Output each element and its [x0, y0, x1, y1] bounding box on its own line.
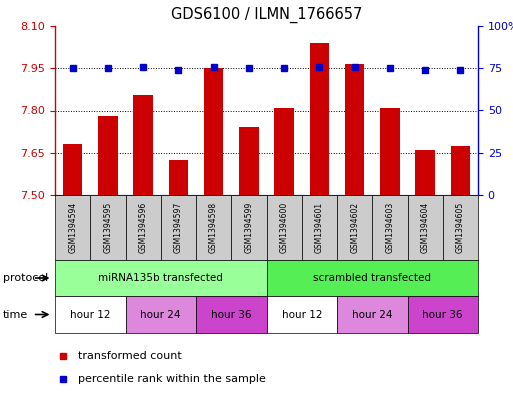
Text: transformed count: transformed count: [78, 351, 182, 361]
Bar: [55, 195, 90, 260]
Text: GSM1394605: GSM1394605: [456, 202, 465, 253]
Bar: [126, 296, 196, 333]
Bar: [169, 160, 188, 195]
Text: GSM1394602: GSM1394602: [350, 202, 359, 253]
Text: percentile rank within the sample: percentile rank within the sample: [78, 374, 266, 384]
Text: GSM1394599: GSM1394599: [244, 202, 253, 253]
Text: GSM1394601: GSM1394601: [315, 202, 324, 253]
Bar: [451, 146, 470, 195]
Title: GDS6100 / ILMN_1766657: GDS6100 / ILMN_1766657: [171, 7, 362, 23]
Bar: [55, 296, 126, 333]
Text: miRNA135b transfected: miRNA135b transfected: [98, 273, 223, 283]
Bar: [416, 150, 435, 195]
Text: hour 24: hour 24: [141, 310, 181, 320]
Text: hour 12: hour 12: [70, 310, 110, 320]
Bar: [239, 127, 259, 195]
Text: protocol: protocol: [3, 273, 48, 283]
Text: GSM1394603: GSM1394603: [385, 202, 394, 253]
Text: scrambled transfected: scrambled transfected: [313, 273, 431, 283]
Text: GSM1394597: GSM1394597: [174, 202, 183, 253]
Bar: [372, 195, 407, 260]
Bar: [196, 296, 266, 333]
Bar: [90, 195, 126, 260]
Bar: [337, 195, 372, 260]
Bar: [231, 195, 266, 260]
Bar: [98, 116, 117, 195]
Bar: [380, 108, 400, 195]
Bar: [196, 195, 231, 260]
Bar: [204, 68, 223, 195]
Bar: [337, 296, 407, 333]
Bar: [274, 108, 294, 195]
Bar: [161, 195, 196, 260]
Bar: [133, 95, 153, 195]
Bar: [302, 195, 337, 260]
Bar: [443, 195, 478, 260]
Bar: [345, 64, 364, 195]
Text: GSM1394598: GSM1394598: [209, 202, 218, 253]
Text: time: time: [3, 310, 28, 320]
Text: GSM1394594: GSM1394594: [68, 202, 77, 253]
Bar: [407, 296, 478, 333]
Bar: [63, 144, 82, 195]
Bar: [266, 296, 337, 333]
Bar: [310, 43, 329, 195]
Bar: [407, 195, 443, 260]
Text: hour 24: hour 24: [352, 310, 392, 320]
Text: hour 12: hour 12: [282, 310, 322, 320]
Text: GSM1394596: GSM1394596: [139, 202, 148, 253]
Text: GSM1394595: GSM1394595: [104, 202, 112, 253]
Bar: [55, 260, 266, 296]
Text: hour 36: hour 36: [423, 310, 463, 320]
Bar: [126, 195, 161, 260]
Text: hour 36: hour 36: [211, 310, 251, 320]
Bar: [266, 195, 302, 260]
Text: GSM1394600: GSM1394600: [280, 202, 289, 253]
Bar: [266, 260, 478, 296]
Text: GSM1394604: GSM1394604: [421, 202, 429, 253]
